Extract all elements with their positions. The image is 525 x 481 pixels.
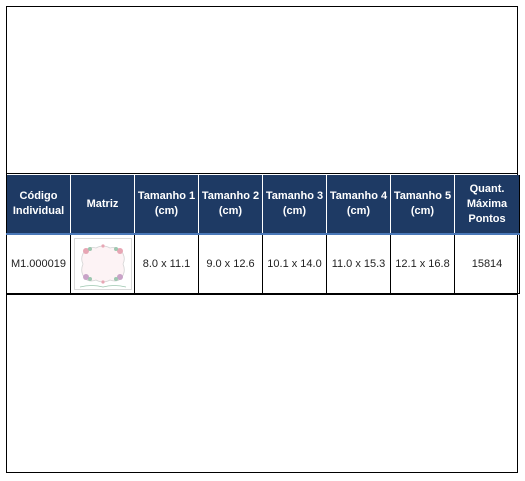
header-tamanho-3: Tamanho 3 (cm) <box>262 175 327 235</box>
header-line: Quant. <box>469 182 505 195</box>
header-line: Matriz <box>86 197 119 210</box>
header-line: Tamanho 3 <box>265 190 324 202</box>
cell-tamanho-2: 9.0 x 12.6 <box>198 233 263 294</box>
header-line: Tamanho 5 <box>393 190 452 202</box>
header-quant-maxima-pontos: Quant. Máxima Pontos <box>454 175 520 235</box>
header-line: Tamanho 4 <box>329 190 388 202</box>
table-row: M1.000019 8.0 x 11. <box>6 233 520 294</box>
header-line: Tamanho 1 <box>137 190 196 202</box>
cell-quant-maxima-pontos: 15814 <box>454 233 520 294</box>
header-line: (cm) <box>346 205 371 217</box>
header-line: Código <box>19 190 58 202</box>
cell-matriz <box>70 233 135 294</box>
embroidery-spec-table: Código Individual Matriz Tamanho 1 (cm) … <box>6 175 520 294</box>
header-line: Tamanho 2 <box>201 190 260 202</box>
header-matriz: Matriz <box>70 175 135 235</box>
cell-tamanho-4: 11.0 x 15.3 <box>326 233 391 294</box>
header-line: (cm) <box>154 205 179 217</box>
header-row: Código Individual Matriz Tamanho 1 (cm) … <box>6 175 520 235</box>
cell-tamanho-3: 10.1 x 14.0 <box>262 233 327 294</box>
floral-frame-icon <box>73 238 132 290</box>
header-tamanho-4: Tamanho 4 (cm) <box>326 175 391 235</box>
cell-codigo: M1.000019 <box>6 233 71 294</box>
header-line: (cm) <box>218 205 243 217</box>
section-divider-bottom <box>6 294 518 295</box>
header-line: Pontos <box>468 212 506 225</box>
header-line: Máxima <box>466 197 508 210</box>
header-codigo-individual: Código Individual <box>6 175 71 235</box>
header-line: Individual <box>12 205 65 217</box>
section-divider-top <box>6 173 518 174</box>
header-tamanho-2: Tamanho 2 (cm) <box>198 175 263 235</box>
header-line: (cm) <box>410 205 435 217</box>
cell-tamanho-1: 8.0 x 11.1 <box>134 233 199 294</box>
header-tamanho-1: Tamanho 1 (cm) <box>134 175 199 235</box>
header-line: (cm) <box>282 205 307 217</box>
cell-tamanho-5: 12.1 x 16.8 <box>390 233 455 294</box>
header-tamanho-5: Tamanho 5 (cm) <box>390 175 455 235</box>
